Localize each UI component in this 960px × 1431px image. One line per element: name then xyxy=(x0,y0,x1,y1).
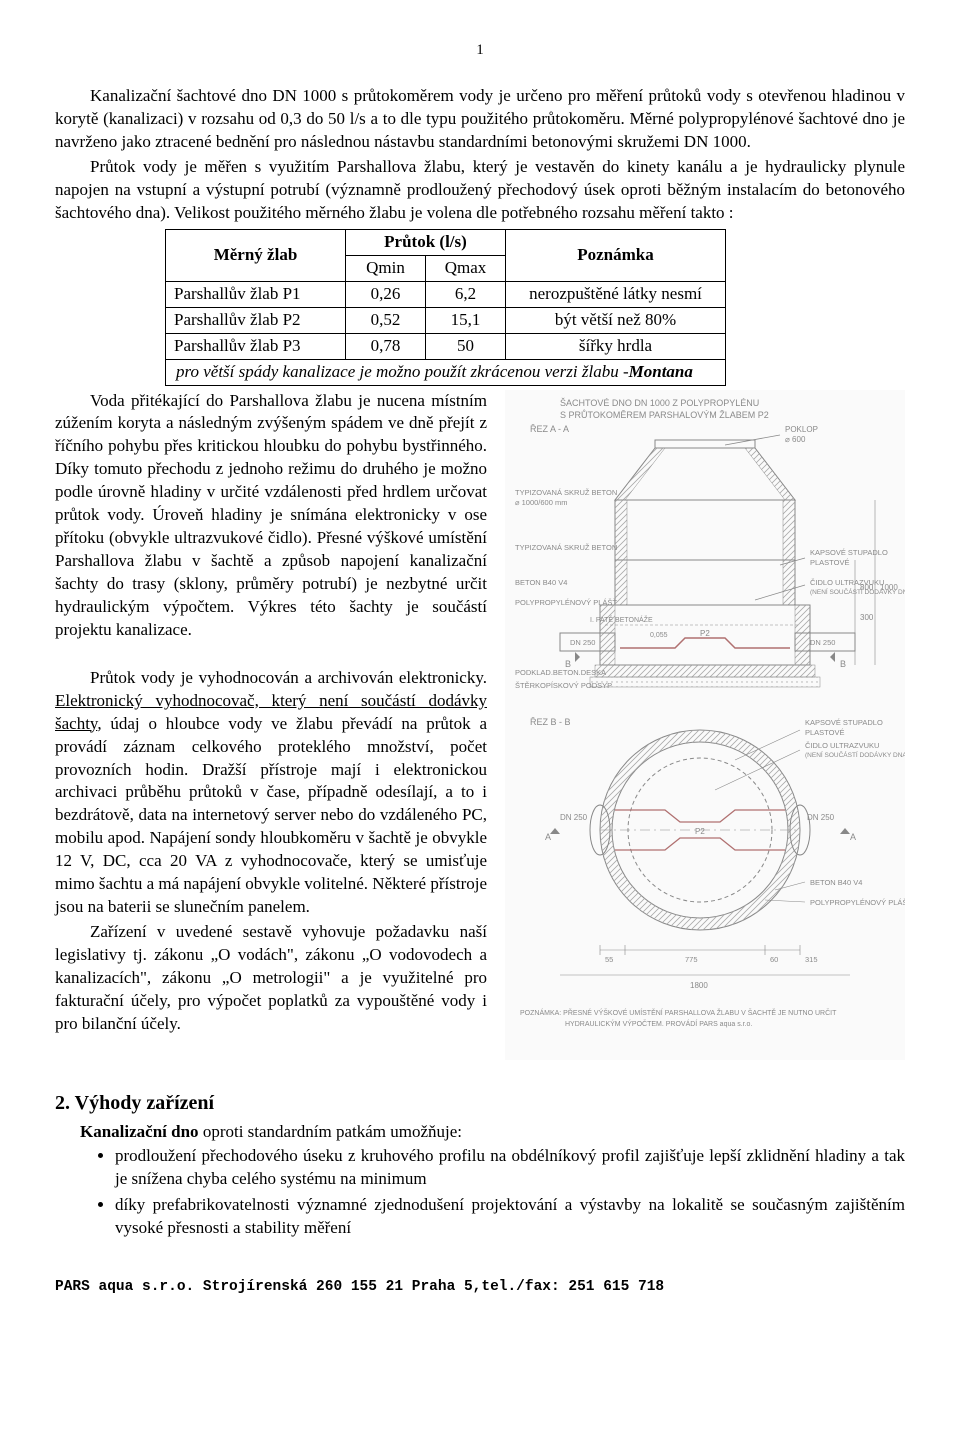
cell-qmin: 0,26 xyxy=(346,281,426,307)
page-number: 1 xyxy=(55,40,905,60)
table-row: Parshallův žlab P3 0,78 50 šířky hrdla xyxy=(166,333,726,359)
cell-qmin: 0,78 xyxy=(346,333,426,359)
fig-cidlo2-b: (NENÍ SOUČÁSTÍ DODÁVKY DNA) xyxy=(805,750,905,759)
fig-skruz-d: ⌀ 1000/600 mm xyxy=(515,498,567,507)
cell-qmax: 50 xyxy=(426,333,506,359)
fig-podklad: PODKLAD.BETON.DESKA xyxy=(515,668,606,677)
fig-dn250-a: DN 250 xyxy=(570,638,595,647)
paragraph-3: Voda přitékající do Parshallova žlabu je… xyxy=(55,390,487,642)
fig-skruz2: TYPIZOVANÁ SKRUŽ BETON xyxy=(515,543,617,552)
fig-dim-800: 800 xyxy=(860,583,874,592)
cell-qmin: 0,52 xyxy=(346,307,426,333)
advantages-list: prodloužení přechodového úseku z kruhové… xyxy=(115,1145,905,1240)
th-qmin: Qmin xyxy=(346,255,426,281)
th-note: Poznámka xyxy=(506,229,726,281)
fig-stupadlo-b2: PLASTOVÉ xyxy=(805,728,844,737)
fig-poznamka2: HYDRAULICKÝM VÝPOČTEM. PROVÁDÍ PARS aqua… xyxy=(565,1019,752,1028)
fig-plast-b: POLYPROPYLÉNOVÝ PLÁŠŤ xyxy=(810,898,905,907)
cell-qmax: 15,1 xyxy=(426,307,506,333)
fig-dim-055: 0,055 xyxy=(650,632,668,639)
paragraph-5: Zařízení v uvedené sestavě vyhovuje poža… xyxy=(55,921,487,1036)
fig-dn250-d: DN 250 xyxy=(807,813,835,822)
fig-rez-aa: ŘEZ A - A xyxy=(530,424,569,434)
fig-poznamka: POZNÁMKA: PŘESNÉ VÝŠKOVÉ UMÍSTĚNÍ PARSHA… xyxy=(520,1008,837,1017)
fig-stupadlo-1: KAPSOVÉ STUPADLO xyxy=(810,548,888,557)
fig-stupadlo-b1: KAPSOVÉ STUPADLO xyxy=(805,718,883,727)
paragraph-4: Průtok vody je vyhodnocován a archivován… xyxy=(55,667,487,919)
fig-dim-1800: 1800 xyxy=(690,981,708,990)
th-measure: Měrný žlab xyxy=(166,229,346,281)
cell-note: nerozpuštěné látky nesmí xyxy=(506,281,726,307)
fig-a-left: A xyxy=(545,832,551,842)
section-2-intro: Kanalizační dno oproti standardním patká… xyxy=(80,1121,905,1144)
section-2-heading: 2. Výhody zařízení xyxy=(55,1090,905,1117)
table-footnote-row: pro větší spády kanalizace je možno použ… xyxy=(166,359,726,385)
list-item: díky prefabrikovatelnosti významné zjedn… xyxy=(115,1194,905,1240)
fig-title1: ŠACHTOVÉ DNO DN 1000 Z POLYPROPYLÉNU xyxy=(560,398,759,408)
fig-stupadlo-2: PLASTOVÉ xyxy=(810,558,849,567)
para4-b: , údaj o hloubce vody ve žlabu převádí n… xyxy=(55,714,487,917)
fig-dim-315: 315 xyxy=(805,955,818,964)
fig-dim-60: 60 xyxy=(770,955,778,964)
cell-note: být větší než 80% xyxy=(506,307,726,333)
flow-table: Měrný žlab Průtok (l/s) Poznámka Qmin Qm… xyxy=(165,229,905,386)
fig-poklop-d: ⌀ 600 xyxy=(785,435,806,444)
table-row: Parshallův žlab P1 0,26 6,2 nerozpuštěné… xyxy=(166,281,726,307)
section-2-intro-rest: oproti standardním patkám umožňuje: xyxy=(199,1122,462,1141)
fig-dim-1000: 1000 xyxy=(880,583,898,592)
fig-rez-bb: ŘEZ B - B xyxy=(530,717,571,727)
fig-dn250-c: DN 250 xyxy=(560,813,588,822)
table-footnote-bold: Montana xyxy=(629,362,693,381)
paragraph-2: Průtok vody je měřen s využitím Parshall… xyxy=(55,156,905,225)
footer: PARS aqua s.r.o. Strojírenská 260 155 21… xyxy=(55,1278,905,1298)
paragraph-1: Kanalizační šachtové dno DN 1000 s průto… xyxy=(55,85,905,154)
table-footnote: pro větší spády kanalizace je možno použ… xyxy=(176,362,629,381)
para4-a: Průtok vody je vyhodnocován a archivován… xyxy=(90,668,487,687)
fig-beton-b: BETON B40 V4 xyxy=(810,878,862,887)
fig-dim-300: 300 xyxy=(860,613,874,622)
fig-dn250-b: DN 250 xyxy=(810,638,835,647)
section-2-intro-bold: Kanalizační dno xyxy=(80,1122,199,1141)
cell-qmax: 6,2 xyxy=(426,281,506,307)
cell-label: Parshallův žlab P1 xyxy=(166,281,346,307)
fig-cidlo-b: ČIDLO ULTRAZVUKU xyxy=(805,741,879,750)
fig-dim-775: 775 xyxy=(685,955,698,964)
fig-p2: P2 xyxy=(700,629,710,638)
fig-poklop: POKLOP xyxy=(785,425,818,434)
fig-beton: BETON B40 V4 xyxy=(515,578,567,587)
th-qmax: Qmax xyxy=(426,255,506,281)
cell-label: Parshallův žlab P2 xyxy=(166,307,346,333)
fig-dim-55: 55 xyxy=(605,955,613,964)
fig-pate: I. PATĚ BETONÁŽE xyxy=(590,615,653,624)
fig-skruz: TYPIZOVANÁ SKRUŽ BETON xyxy=(515,488,617,497)
cell-label: Parshallův žlab P3 xyxy=(166,333,346,359)
th-flow: Průtok (l/s) xyxy=(346,229,506,255)
fig-sterk: ŠTĚRKOPÍSKOVÝ PODSYP xyxy=(515,681,612,690)
fig-b-right: B xyxy=(840,659,846,669)
technical-drawing: ŠACHTOVÉ DNO DN 1000 Z POLYPROPYLÉNU S P… xyxy=(505,390,905,1060)
table-row: Parshallův žlab P2 0,52 15,1 být větší n… xyxy=(166,307,726,333)
fig-a-right: A xyxy=(850,832,856,842)
fig-p2-b: P2 xyxy=(695,827,705,836)
list-item: prodloužení přechodového úseku z kruhové… xyxy=(115,1145,905,1191)
fig-title2: S PRŮTOKOMĚREM PARSHALOVÝM ŽLABEM P2 xyxy=(560,409,769,420)
cell-note: šířky hrdla xyxy=(506,333,726,359)
